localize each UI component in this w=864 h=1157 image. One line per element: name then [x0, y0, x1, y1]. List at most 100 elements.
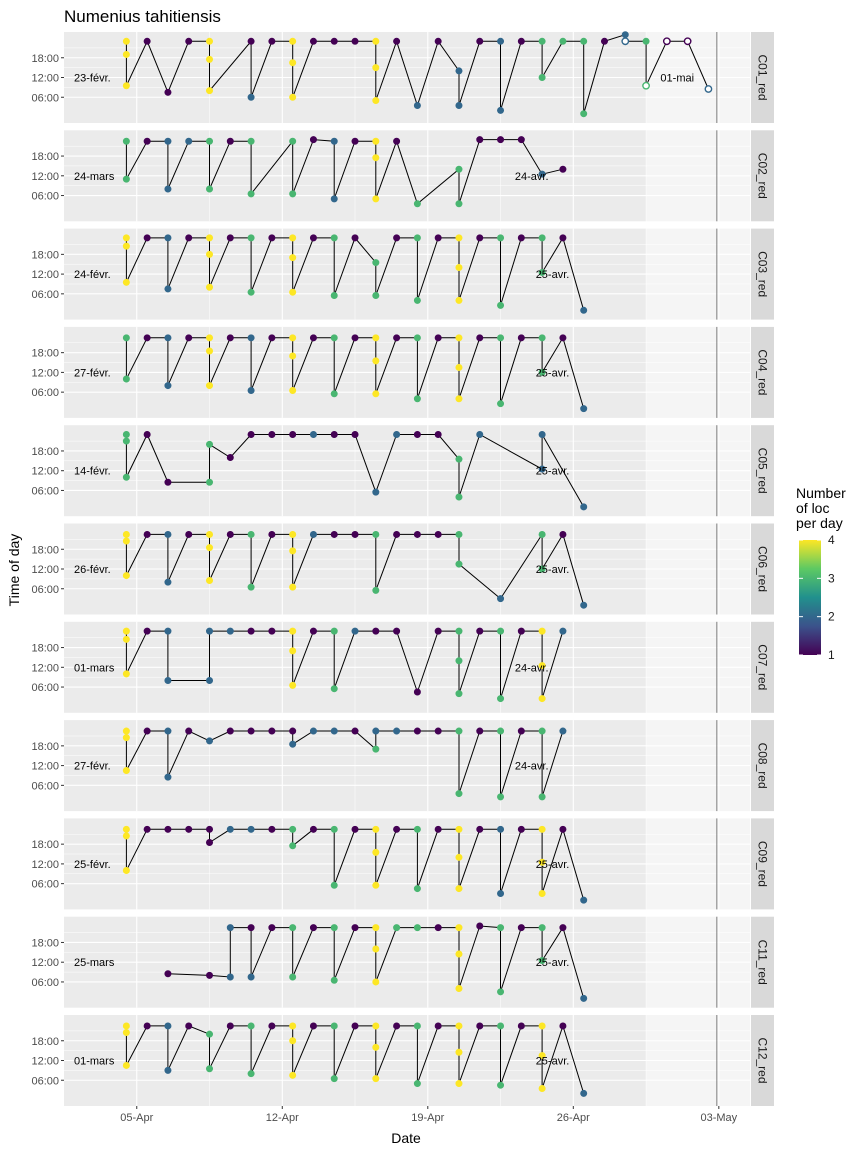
data-point	[393, 825, 401, 833]
data-point	[164, 478, 172, 486]
y-tick-label: 06:00	[31, 879, 59, 891]
panel-C02_red: 06:00 12:00 18:00 24-mars 24-avr. C02_red	[31, 130, 774, 222]
facet-strip-label: C09_red	[756, 841, 770, 887]
data-point	[642, 37, 650, 45]
data-point	[122, 832, 130, 840]
data-point	[206, 382, 214, 390]
panel-C11_red: 06:00 12:00 18:00 25-mars 25-avr. C11_red	[31, 916, 774, 1008]
data-point	[455, 924, 463, 932]
panel-C07_red: 06:00 12:00 18:00 01-mars 24-avr. C07_red	[31, 621, 774, 713]
end-date-label: 25-avr.	[536, 466, 570, 478]
data-point	[143, 627, 151, 635]
panel-grid	[64, 523, 750, 615]
y-tick-label: 06:00	[31, 780, 59, 792]
data-point	[455, 530, 463, 538]
facet-strip	[751, 621, 774, 713]
data-point	[122, 1061, 130, 1069]
chart-title: Numenius tahitiensis	[64, 7, 221, 26]
data-point	[268, 1022, 276, 1030]
y-tick-label: 12:00	[31, 761, 59, 773]
data-point	[164, 578, 172, 586]
data-point	[122, 530, 130, 538]
data-point	[289, 387, 297, 395]
end-date-label: 25-avr.	[536, 859, 570, 871]
data-point	[247, 530, 255, 538]
data-point	[538, 37, 546, 45]
data-point	[455, 1048, 463, 1056]
start-date-label: 23-févr.	[74, 73, 111, 85]
data-point	[289, 740, 297, 748]
data-point	[704, 85, 713, 93]
x-tick-label: 26-Apr	[557, 1112, 590, 1124]
panel-grid	[64, 818, 750, 910]
start-date-label: 14-févr.	[74, 466, 111, 478]
data-point	[289, 93, 297, 101]
data-point	[372, 978, 380, 986]
data-point	[538, 957, 546, 965]
end-date-label: 25-avr.	[536, 269, 570, 281]
data-point	[351, 1022, 359, 1030]
facet-strip	[751, 228, 774, 320]
data-point	[413, 101, 421, 109]
data-point	[497, 924, 505, 932]
data-point	[497, 627, 505, 635]
data-point	[372, 1075, 380, 1083]
data-point	[206, 737, 214, 745]
data-point	[164, 627, 172, 635]
data-point	[580, 601, 588, 609]
data-point	[226, 530, 234, 538]
data-point	[455, 296, 463, 304]
data-point	[372, 488, 380, 496]
data-point	[538, 727, 546, 735]
data-point	[309, 334, 317, 342]
data-point	[393, 334, 401, 342]
panel-C08_red: 06:00 12:00 18:00 27-févr. 24-avr. C08_red	[31, 720, 774, 812]
data-point	[580, 110, 588, 118]
data-point	[434, 727, 442, 735]
data-point	[580, 503, 588, 511]
data-point	[434, 334, 442, 342]
y-axis-label: Time of day	[6, 534, 22, 607]
data-point	[538, 334, 546, 342]
data-point	[351, 137, 359, 145]
data-point	[247, 137, 255, 145]
data-point	[476, 1022, 484, 1030]
data-point	[226, 1022, 234, 1030]
y-tick-label: 06:00	[31, 191, 59, 203]
data-point	[372, 848, 380, 856]
data-point	[372, 137, 380, 145]
data-point	[185, 37, 193, 45]
data-point	[122, 767, 130, 775]
data-point	[330, 390, 338, 398]
data-point	[247, 924, 255, 932]
y-tick-label: 12:00	[31, 662, 59, 674]
data-point	[434, 234, 442, 242]
trajectory-line	[125, 532, 585, 606]
y-tick-label: 18:00	[31, 53, 59, 65]
data-point	[476, 922, 484, 930]
data-point	[642, 81, 650, 90]
data-point	[372, 945, 380, 953]
data-point	[455, 1022, 463, 1030]
data-point	[538, 627, 546, 635]
y-tick-label: 12:00	[31, 171, 59, 183]
data-point	[143, 137, 151, 145]
data-point	[372, 97, 380, 105]
data-point	[122, 334, 130, 342]
data-point	[309, 234, 317, 242]
data-point	[621, 31, 629, 39]
data-point	[372, 64, 380, 72]
data-point	[559, 37, 567, 45]
data-point	[538, 530, 546, 538]
data-point	[351, 825, 359, 833]
legend-title-line: per day	[796, 515, 843, 531]
facet-strip-label: C01_red	[756, 54, 770, 100]
data-point	[185, 727, 193, 735]
data-point	[268, 334, 276, 342]
data-point	[206, 55, 214, 63]
data-point	[559, 530, 567, 538]
data-point	[497, 106, 505, 114]
data-point	[372, 825, 380, 833]
facet-strip	[751, 818, 774, 910]
